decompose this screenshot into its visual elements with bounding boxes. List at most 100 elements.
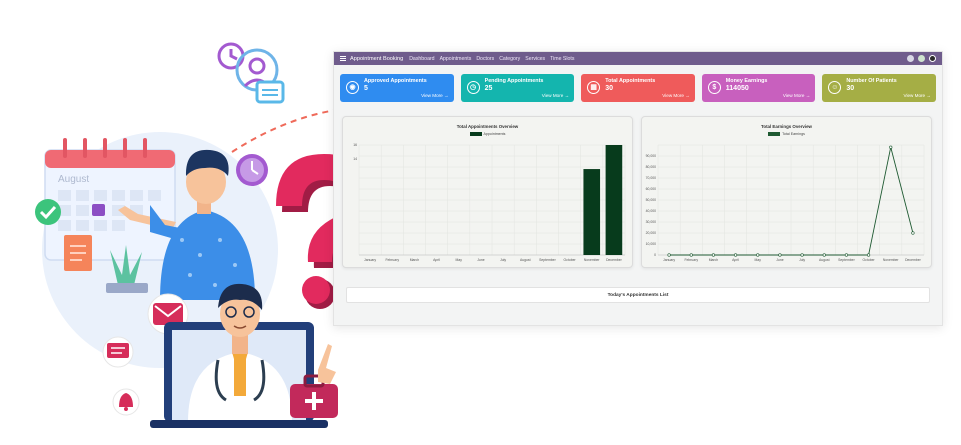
dashboard-window: Appointment Booking Dashboard Appointmen… <box>333 51 943 326</box>
card-value: 114050 <box>725 85 749 92</box>
data-point <box>667 253 671 257</box>
card-value: 5 <box>364 85 368 92</box>
y-tick-label: 14 <box>353 157 357 161</box>
man-figure <box>118 149 255 300</box>
bar <box>605 145 623 255</box>
view-more-link[interactable]: View More → <box>421 93 449 98</box>
x-tick-label: August <box>819 258 830 262</box>
data-point <box>911 231 915 235</box>
card-money-earnings[interactable]: $ Money Earnings 114050 View More → <box>701 74 816 102</box>
card-title: Number Of Patients <box>846 78 897 84</box>
legend-swatch <box>469 132 482 136</box>
y-tick-label: 20,000 <box>646 231 656 235</box>
x-tick-label: July <box>500 258 506 262</box>
bell-bubble-icon <box>112 388 140 416</box>
data-point <box>689 253 693 257</box>
y-tick-label: 80,000 <box>646 165 656 169</box>
chart-legend[interactable]: Appointments <box>343 132 632 136</box>
y-tick-label: 0 <box>654 253 656 257</box>
x-tick-label: April <box>732 258 739 262</box>
calendar-icon: ▦ <box>587 81 601 94</box>
data-point <box>889 145 893 149</box>
plant <box>106 245 148 293</box>
y-tick-label: 70,000 <box>646 176 656 180</box>
nav-services[interactable]: Services <box>525 55 546 62</box>
chart-title: Total Appointments Overview <box>456 124 519 129</box>
nav-appointments[interactable]: Appointments <box>439 55 472 62</box>
x-tick-label: November <box>584 258 601 262</box>
x-tick-label: January <box>663 258 675 262</box>
card-number-of-patients[interactable]: ☺ Number Of Patients 30 View More → <box>822 74 936 102</box>
y-tick-label: 10,000 <box>646 242 656 246</box>
medical-kit-icon <box>290 374 338 418</box>
top-navbar: Appointment Booking Dashboard Appointmen… <box>334 52 942 65</box>
y-tick-label: 30,000 <box>646 220 656 224</box>
card-value: 30 <box>846 85 855 92</box>
x-tick-label: May <box>456 258 463 262</box>
todays-appointments-list: Today's Appointments List <box>346 287 930 303</box>
data-point <box>844 253 849 257</box>
nav-doctors[interactable]: Doctors <box>476 55 495 62</box>
chart-title: Total Earnings Overview <box>761 124 812 129</box>
x-tick-label: October <box>863 258 876 262</box>
y-tick-label: 50,000 <box>646 198 656 202</box>
x-tick-label: February <box>385 258 399 262</box>
view-more-link[interactable]: View More → <box>541 93 570 98</box>
y-tick-label: 40,000 <box>646 209 656 213</box>
view-more-link[interactable]: View More → <box>903 93 931 98</box>
nav-dashboard[interactable]: Dashboard <box>409 55 435 62</box>
x-tick-label: April <box>433 258 440 262</box>
card-value: 30 <box>605 85 613 92</box>
chat-icon[interactable] <box>907 55 914 62</box>
view-more-link[interactable]: View More → <box>662 93 690 98</box>
card-value: 25 <box>484 85 493 92</box>
note-card <box>64 235 92 271</box>
x-tick-label: November <box>883 258 900 262</box>
x-tick-label: May <box>755 258 762 262</box>
apps-grid-icon[interactable] <box>340 55 346 62</box>
card-pending-appointments[interactable]: ◷ Pending Appointments 25 View More → <box>460 74 575 102</box>
wall-clock-icon <box>236 154 268 186</box>
legend-label: Total Earnings <box>782 132 805 136</box>
appointments-chart-panel: Total Appointments Overview Appointments… <box>342 116 633 268</box>
x-tick-label: October <box>564 258 577 262</box>
chart-legend[interactable]: Total Earnings <box>642 132 931 136</box>
mail-bubble-icon <box>147 293 189 335</box>
x-tick-label: September <box>838 258 855 262</box>
data-point <box>800 253 804 257</box>
x-tick-label: June <box>776 258 783 262</box>
card-total-appointments[interactable]: ▦ Total Appointments 30 View More → <box>581 74 695 102</box>
doctor-laptop <box>150 283 328 428</box>
clock-icon: ◷ <box>466 81 480 94</box>
data-point <box>711 253 716 257</box>
y-tick-label: 90,000 <box>646 154 656 158</box>
earnings-line-chart: 0 10,000 20,000 30,000 40,000 50,000 60,000 70,… <box>646 144 925 262</box>
check-badge-icon <box>35 199 61 225</box>
earnings-chart-panel: Total Earnings Overview Total Earnings 0… <box>641 116 932 268</box>
nav-category[interactable]: Category <box>499 55 521 62</box>
view-more-link[interactable]: View More → <box>782 93 811 98</box>
calendar-month-label: August <box>58 174 89 185</box>
legend-swatch <box>768 132 781 136</box>
calendar-board: August <box>44 138 176 261</box>
user-avatar[interactable] <box>929 55 936 62</box>
stat-cards: ◉ Approved Appointments 5 View More → ◷ … <box>340 74 936 102</box>
bar <box>583 169 601 255</box>
legend-label: Appointments <box>483 132 506 136</box>
x-tick-label: December <box>606 258 623 262</box>
appointments-bar-chart: 16 14 January February March April May June July… <box>353 143 626 262</box>
x-tick-label: March <box>709 258 719 262</box>
card-title: Money Earnings <box>725 78 768 84</box>
data-point <box>866 253 871 257</box>
x-tick-label: January <box>364 258 376 262</box>
x-tick-label: August <box>520 258 531 262</box>
activity-icon[interactable] <box>918 55 925 62</box>
y-tick-label: 16 <box>353 143 357 147</box>
bg-circle <box>42 132 278 368</box>
app-brand[interactable]: Appointment Booking <box>350 55 404 62</box>
chat-bubble-icon <box>102 336 134 368</box>
card-approved-appointments[interactable]: ◉ Approved Appointments 5 View More → <box>340 74 454 102</box>
data-point <box>756 253 760 257</box>
nav-time-slots[interactable]: Time Slots <box>550 55 575 62</box>
x-tick-label: July <box>799 258 805 262</box>
